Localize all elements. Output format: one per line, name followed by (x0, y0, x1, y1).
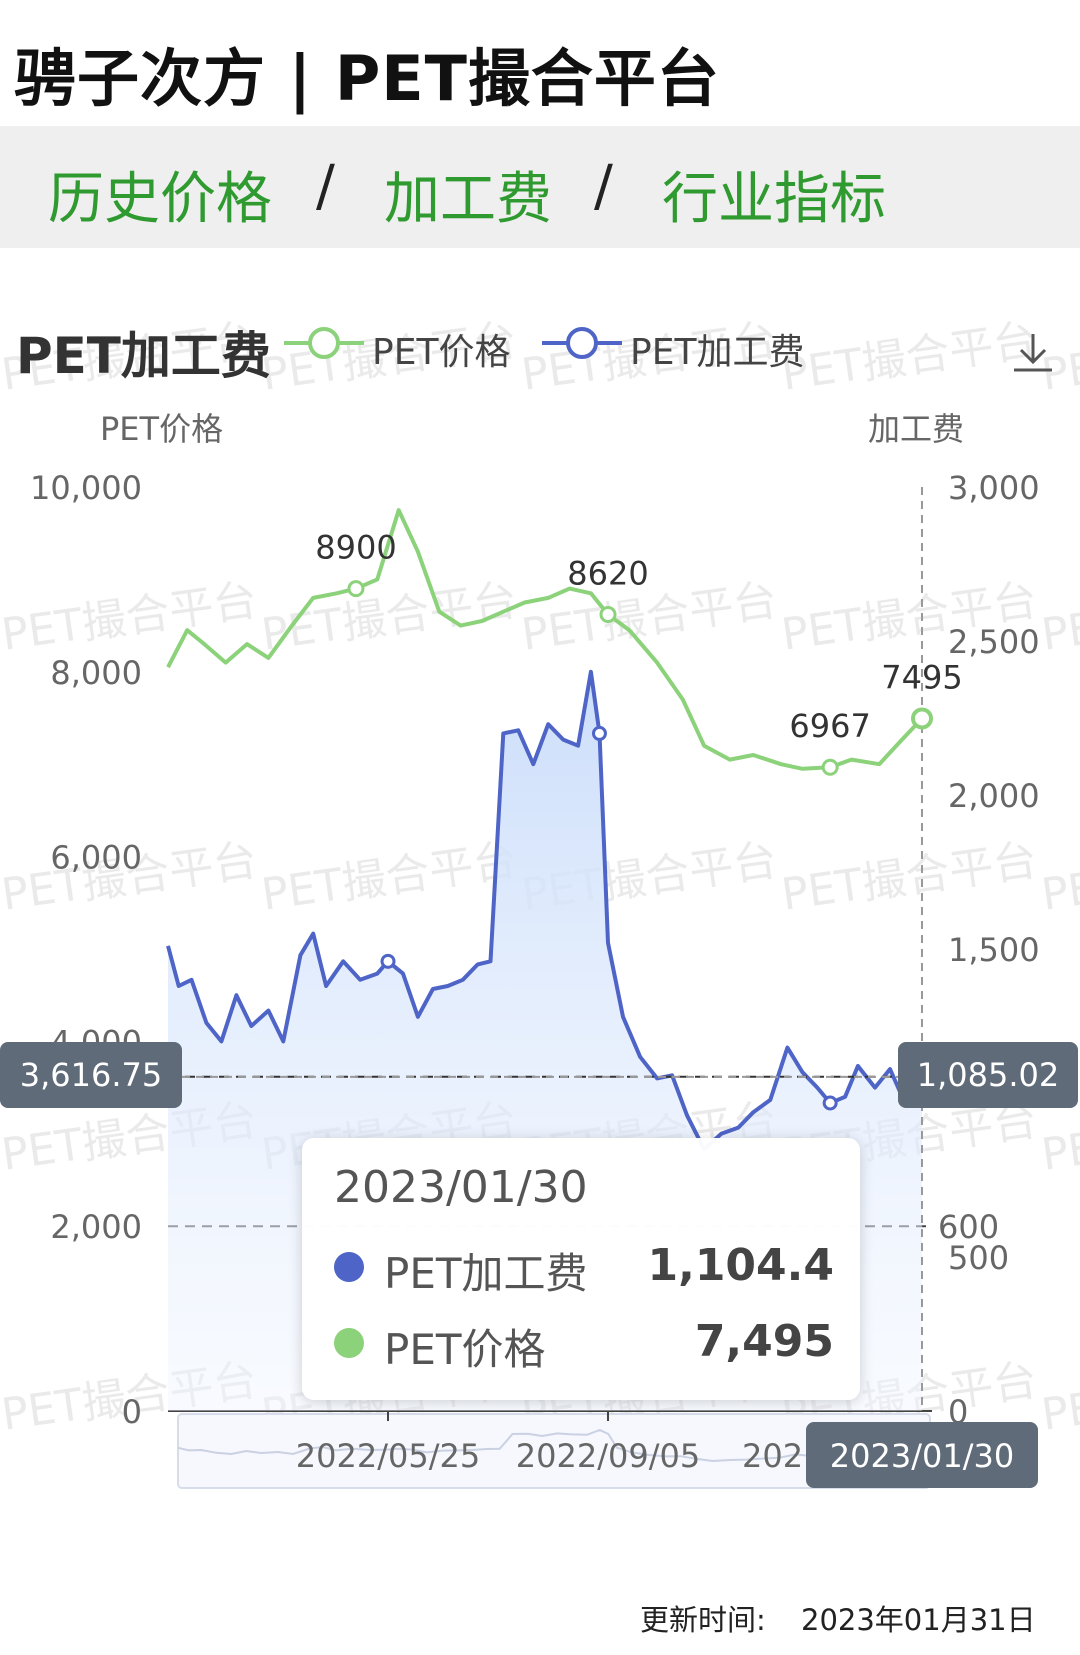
watermark-text: PET撮合平台 (1038, 835, 1080, 921)
data-zoom-preview (177, 1428, 931, 1463)
tab-history-price[interactable]: 历史价格 (48, 167, 272, 232)
watermark-text: PET撮合平台 (1038, 1355, 1080, 1441)
y-right-tick-label: 1,500 (948, 931, 1040, 969)
update-time-value: 2023年01月31日 (801, 1603, 1036, 1637)
x-tick-label: 202 (742, 1437, 803, 1475)
watermark-text: PET撮合平台 (778, 315, 1040, 401)
y-left-axis-title: PET价格 (100, 410, 224, 448)
legend-label: PET价格 (372, 332, 511, 373)
series-dot-icon (334, 1328, 364, 1358)
tooltip-series-value: 7,495 (694, 1316, 834, 1367)
y-left-tick-label: 6,000 (50, 839, 142, 877)
nav-separator: / (594, 154, 613, 219)
crosshair-left-badge (0, 1042, 182, 1108)
price-data-label: 6967 (789, 707, 870, 745)
tooltip-row-price: PET价格 7,495 (334, 1312, 834, 1374)
watermark-text: PET撮合平台 (258, 835, 520, 921)
x-tick-label: 2022/05/25 (296, 1437, 480, 1475)
price-point (599, 606, 617, 624)
crosshair-right-badge (898, 1042, 1078, 1108)
legend-label: PET加工费 (630, 332, 805, 373)
tooltip: 2023/01/30 PET加工费 1,104.4 PET价格 7,495 (302, 1138, 860, 1400)
y-right-axis-title: 加工费 (868, 410, 965, 448)
y-left-tick-label: 2,000 (50, 1208, 142, 1246)
legend-line-circle-icon (542, 327, 622, 359)
fee-point (380, 953, 396, 969)
tab-industry-indicators[interactable]: 行业指标 (662, 167, 886, 232)
price-data-label: 8900 (315, 529, 396, 567)
tooltip-row-fee: PET加工费 1,104.4 (334, 1236, 834, 1298)
legend-line-circle-icon (284, 327, 364, 359)
y-right-tick-label: 2,500 (948, 623, 1040, 661)
tab-processing-fee[interactable]: 加工费 (384, 167, 552, 232)
price-data-label: 8620 (567, 555, 648, 593)
brand-title: 骋子次方 | PET撮合平台 (14, 42, 720, 115)
tooltip-series-label: PET加工费 (384, 1249, 588, 1298)
y-left-tick-label: 0 (122, 1393, 142, 1431)
crosshair-date-label: 2023/01/30 (830, 1437, 1014, 1475)
y-left-tick-label: 8,000 (50, 654, 142, 692)
download-icon[interactable] (1010, 330, 1056, 380)
legend-item-pet-price[interactable]: PET价格 (282, 321, 512, 373)
price-series-line (166, 508, 924, 771)
series-dot-icon (334, 1252, 364, 1282)
tooltip-series-label: PET价格 (384, 1325, 546, 1374)
watermark-text: PET撮合平台 (1038, 575, 1080, 661)
tooltip-date: 2023/01/30 (334, 1162, 588, 1213)
y-left-tick-label: 10,000 (30, 469, 142, 507)
y-right-tick-label: 0 (948, 1393, 968, 1431)
fee-point (591, 725, 607, 741)
fee-series-line (166, 669, 924, 1152)
price-point (347, 580, 365, 598)
chart-title: PET加工费 (16, 327, 271, 385)
legend-item-pet-fee[interactable]: PET加工费 (540, 321, 804, 373)
x-tick-label: 2022/09/05 (516, 1437, 700, 1475)
crosshair-right-value: 1,085.02 (917, 1056, 1060, 1094)
price-point (821, 758, 839, 776)
y-right-tick-label: 3,000 (948, 469, 1040, 507)
crosshair-date-badge (806, 1422, 1038, 1488)
watermark-text: PET撮合平台 (0, 575, 260, 661)
watermark-text: PET撮合平台 (518, 575, 780, 661)
nav-bar: 历史价格 / 加工费 / 行业指标 (0, 126, 1080, 248)
y-right-tick-label: 600 (938, 1208, 999, 1246)
y-right-tick-label: 500 (948, 1239, 1009, 1277)
update-time-label: 更新时间: (640, 1603, 766, 1637)
nav-separator: / (316, 154, 335, 219)
update-time: 更新时间: 2023年01月31日 (640, 1597, 1036, 1639)
watermark-text: PET撮合平台 (778, 835, 1040, 921)
price-highlight-point (911, 707, 933, 730)
y-right-tick-label: 2,000 (948, 777, 1040, 815)
fee-point (822, 1095, 838, 1111)
crosshair-left-value: 3,616.75 (20, 1056, 163, 1094)
tooltip-series-value: 1,104.4 (647, 1240, 834, 1291)
